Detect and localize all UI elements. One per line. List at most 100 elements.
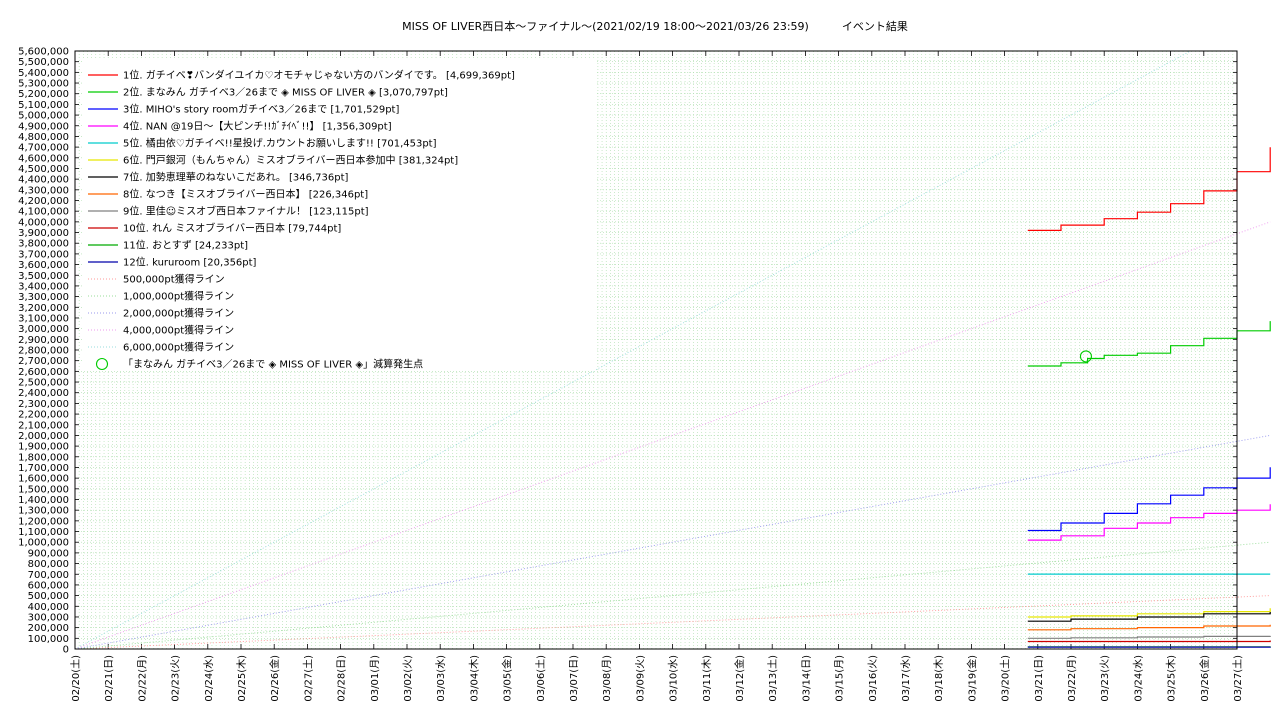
x-tick-label: 03/04(木) xyxy=(468,655,480,702)
y-tick-label: 5,600,000 xyxy=(18,47,69,58)
series-line-10 xyxy=(1027,640,1271,643)
legend-label: 500,000pt獲得ライン xyxy=(123,273,225,286)
y-tick-label: 4,600,000 xyxy=(18,153,69,164)
y-tick-label: 3,400,000 xyxy=(18,281,69,292)
x-tick-label: 03/12(金) xyxy=(733,655,746,702)
y-tick-label: 0 xyxy=(63,645,69,656)
y-tick-label: 2,900,000 xyxy=(18,335,69,346)
legend-label: 6,000,000pt獲得ライン xyxy=(123,341,234,354)
x-tick-label: 03/16(火) xyxy=(867,655,879,702)
y-tick-label: 5,300,000 xyxy=(18,79,69,90)
y-tick-label: 800,000 xyxy=(28,559,69,570)
x-tick-label: 03/20(土) xyxy=(999,655,1012,702)
x-tick-label: 03/26(金) xyxy=(1198,655,1211,702)
x-tick-label: 03/08(月) xyxy=(601,655,613,702)
x-tick-label: 03/25(木) xyxy=(1166,655,1178,702)
y-tick-label: 500,000 xyxy=(28,591,69,602)
y-tick-label: 4,000,000 xyxy=(18,217,69,228)
y-tick-label: 4,100,000 xyxy=(18,207,69,218)
x-tick-label: 03/05(金) xyxy=(501,655,514,702)
y-tick-label: 1,400,000 xyxy=(18,495,69,506)
legend-label: 9位. 里佳☺ミスオブ西日本ファイナル！ [123,115pt] xyxy=(123,205,369,218)
y-tick-label: 5,500,000 xyxy=(18,57,69,68)
y-tick-label: 5,000,000 xyxy=(18,111,69,122)
y-tick-label: 3,600,000 xyxy=(18,260,69,271)
y-tick-label: 3,100,000 xyxy=(18,313,69,324)
x-tick-label: 03/27(土) xyxy=(1231,655,1244,702)
x-tick-label: 03/09(火) xyxy=(634,655,646,702)
x-tick-label: 03/14(日) xyxy=(801,655,812,702)
y-tick-label: 300,000 xyxy=(28,612,69,623)
x-tick-label: 03/17(水) xyxy=(900,655,912,702)
x-tick-label: 03/23(火) xyxy=(1099,655,1111,702)
legend-label: 「まなみん ガチイベ3／26まで ◈ MISS OF LIVER ◈」減算発生点 xyxy=(123,358,423,371)
y-tick-label: 2,300,000 xyxy=(18,399,69,410)
y-tick-label: 700,000 xyxy=(28,570,69,581)
y-tick-label: 1,600,000 xyxy=(18,474,69,485)
y-tick-label: 2,400,000 xyxy=(18,388,69,399)
legend-label: 8位. なつき【ミスオブライバー西日本】 [226,346pt] xyxy=(123,188,368,201)
series-line-13 xyxy=(74,595,1271,650)
x-tick-label: 02/22(月) xyxy=(136,655,148,702)
decrement-marker xyxy=(1079,350,1092,363)
x-tick-label: 03/15(月) xyxy=(834,655,846,702)
y-tick-label: 2,200,000 xyxy=(18,410,69,421)
x-tick-label: 03/22(月) xyxy=(1066,655,1078,702)
x-tick-label: 03/18(木) xyxy=(933,655,945,702)
x-tick-label: 03/01(月) xyxy=(369,655,381,702)
legend-label: 6位. 門戸銀河（もんちゃん）ミスオブライバー西日本参加中 [381,324pt… xyxy=(123,154,458,167)
series-line-8 xyxy=(1027,624,1271,631)
y-tick-label: 3,900,000 xyxy=(18,228,69,239)
x-tick-label: 02/25(木) xyxy=(236,655,248,702)
y-tick-label: 200,000 xyxy=(28,623,69,634)
y-tick-label: 3,800,000 xyxy=(18,239,69,250)
y-tick-label: 1,100,000 xyxy=(18,527,69,538)
legend-label: 2,000,000pt獲得ライン xyxy=(123,307,234,320)
x-tick-label: 03/03(水) xyxy=(435,655,447,702)
y-tick-label: 5,100,000 xyxy=(18,100,69,111)
legend-label: 2位. まなみん ガチイベ3／26まで ◈ MISS OF LIVER ◈ [3… xyxy=(123,86,448,99)
y-tick-label: 4,800,000 xyxy=(18,132,69,143)
legend-label: 4位. NAN @19日〜【大ピンチ!!ｶﾞﾁｲﾍﾞ!!】 [1,356,309… xyxy=(123,120,392,133)
x-tick-label: 02/26(金) xyxy=(268,655,281,702)
series-line-7 xyxy=(1027,612,1271,622)
y-tick-label: 400,000 xyxy=(28,602,69,613)
y-tick-label: 1,200,000 xyxy=(18,516,69,527)
y-tick-label: 4,200,000 xyxy=(18,196,69,207)
y-tick-label: 2,800,000 xyxy=(18,346,69,357)
x-tick-label: 02/23(火) xyxy=(170,655,182,702)
x-tick-label: 03/10(水) xyxy=(668,655,680,702)
y-tick-label: 2,700,000 xyxy=(18,356,69,367)
legend-label: 5位. 橘由依♡ガチイベ!!星投げ.カウントお願いします!! [701,453p… xyxy=(123,137,437,150)
series-line-15 xyxy=(74,434,1271,650)
x-tick-label: 02/28(日) xyxy=(337,655,348,702)
y-tick-label: 5,200,000 xyxy=(18,89,69,100)
x-tick-label: 03/21(日) xyxy=(1034,655,1045,702)
y-tick-label: 2,500,000 xyxy=(18,378,69,389)
y-tick-label: 3,300,000 xyxy=(18,292,69,303)
series-line-14 xyxy=(74,541,1271,650)
y-tick-label: 1,300,000 xyxy=(18,506,69,517)
series-line-17 xyxy=(74,50,1191,650)
y-tick-label: 900,000 xyxy=(28,548,69,559)
y-tick-label: 1,500,000 xyxy=(18,484,69,495)
y-tick-label: 1,700,000 xyxy=(18,463,69,474)
legend-label: 10位. れん ミスオブライバー西日本 [79,744pt] xyxy=(123,222,341,235)
legend-box xyxy=(83,59,596,371)
x-tick-label: 03/24(水) xyxy=(1132,655,1144,702)
x-tick-label: 03/02(火) xyxy=(402,655,414,702)
legend-label: 7位. 加勢恵理華のねないこだあれ。 [346,736pt] xyxy=(123,171,349,184)
y-tick-label: 5,400,000 xyxy=(18,68,69,79)
x-tick-label: 02/24(水) xyxy=(203,655,215,702)
x-tick-label: 02/21(日) xyxy=(104,655,115,702)
legend-label: 12位. kururoom [20,356pt] xyxy=(123,256,257,269)
y-tick-label: 1,900,000 xyxy=(18,442,69,453)
y-tick-label: 4,500,000 xyxy=(18,164,69,175)
y-tick-label: 4,700,000 xyxy=(18,143,69,154)
chart-title: MISS OF LIVER西日本〜ファイナル〜(2021/02/19 18:00… xyxy=(402,20,908,33)
y-tick-label: 2,100,000 xyxy=(18,420,69,431)
y-tick-label: 4,300,000 xyxy=(18,185,69,196)
x-tick-label: 03/13(土) xyxy=(766,655,779,702)
x-tick-label: 02/27(土) xyxy=(301,655,314,702)
